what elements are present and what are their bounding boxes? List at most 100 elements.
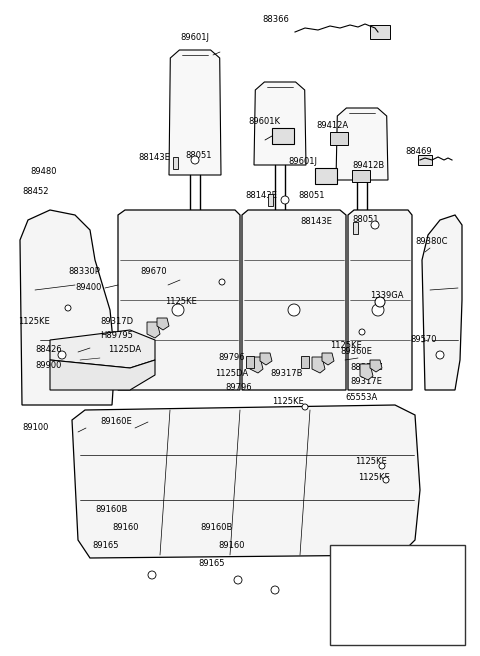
Text: 89412A: 89412A: [316, 121, 348, 129]
Bar: [330, 545, 465, 645]
Polygon shape: [50, 360, 155, 390]
Circle shape: [219, 279, 225, 285]
Text: 89317D: 89317D: [100, 318, 133, 327]
Text: 89360E: 89360E: [340, 348, 372, 356]
Text: 88143E: 88143E: [138, 154, 170, 163]
Text: 89601K: 89601K: [248, 117, 280, 127]
Polygon shape: [20, 210, 115, 405]
Text: 1125KE: 1125KE: [18, 318, 50, 327]
Text: 1125AK: 1125AK: [338, 552, 373, 562]
Text: 89670: 89670: [140, 268, 167, 276]
Bar: [172, 157, 178, 169]
Circle shape: [390, 625, 404, 639]
Text: 1339GA: 1339GA: [370, 291, 404, 300]
Bar: [352, 170, 370, 182]
Text: 1125DA: 1125DA: [215, 369, 248, 377]
Text: 88143E: 88143E: [300, 218, 332, 226]
Text: 89100: 89100: [22, 424, 48, 432]
Text: 88051: 88051: [185, 150, 212, 159]
Text: 89160B: 89160B: [95, 506, 127, 514]
Circle shape: [302, 404, 308, 410]
Text: 88426: 88426: [35, 346, 61, 354]
Text: 88452: 88452: [22, 188, 48, 197]
Circle shape: [234, 576, 242, 584]
Text: 1125KE: 1125KE: [330, 340, 362, 350]
Circle shape: [288, 304, 300, 316]
Circle shape: [191, 156, 199, 164]
Text: 89480: 89480: [30, 167, 57, 176]
Circle shape: [281, 196, 289, 204]
Polygon shape: [312, 357, 326, 373]
Circle shape: [148, 571, 156, 579]
Circle shape: [371, 221, 379, 229]
Polygon shape: [260, 353, 272, 365]
Polygon shape: [336, 108, 388, 180]
Circle shape: [58, 351, 66, 359]
Text: 65553A: 65553A: [345, 392, 377, 401]
Circle shape: [383, 477, 389, 483]
Text: 89601J: 89601J: [180, 33, 209, 43]
Text: 89317B: 89317B: [270, 369, 302, 377]
Text: 88330Z: 88330Z: [350, 363, 383, 373]
Bar: [272, 128, 294, 144]
Text: 89796: 89796: [218, 354, 245, 363]
Text: 89160E: 89160E: [100, 417, 132, 426]
Bar: [315, 168, 337, 184]
Circle shape: [359, 329, 365, 335]
Text: 1125DA: 1125DA: [108, 346, 141, 354]
Text: 89160: 89160: [218, 541, 244, 550]
Polygon shape: [246, 356, 254, 368]
Text: 88051: 88051: [298, 190, 324, 199]
Polygon shape: [157, 318, 169, 330]
Circle shape: [172, 304, 184, 316]
Circle shape: [436, 351, 444, 359]
Circle shape: [379, 463, 385, 469]
Polygon shape: [147, 322, 161, 338]
Text: 89160B: 89160B: [200, 523, 232, 533]
Polygon shape: [169, 50, 221, 175]
Bar: [352, 222, 358, 234]
Text: 89412B: 89412B: [352, 161, 384, 169]
Bar: [370, 25, 390, 39]
Polygon shape: [348, 210, 412, 390]
Polygon shape: [250, 357, 264, 373]
Text: 89601J: 89601J: [288, 157, 317, 167]
Polygon shape: [370, 360, 382, 372]
Circle shape: [271, 586, 279, 594]
Text: 89165: 89165: [92, 541, 119, 550]
Text: 89796: 89796: [225, 384, 252, 392]
Polygon shape: [254, 82, 306, 165]
Bar: [267, 194, 273, 206]
Bar: [418, 155, 432, 165]
Text: 89380C: 89380C: [415, 237, 447, 247]
Text: 88469: 88469: [405, 148, 432, 157]
Polygon shape: [72, 405, 420, 558]
Polygon shape: [422, 215, 462, 390]
Polygon shape: [50, 330, 155, 368]
Text: 88366: 88366: [262, 16, 289, 24]
Circle shape: [372, 304, 384, 316]
Text: 89165: 89165: [198, 558, 225, 567]
Text: 89570: 89570: [410, 335, 436, 344]
Text: H89795: H89795: [100, 331, 133, 340]
Text: 88330P: 88330P: [68, 268, 100, 276]
Text: 89900: 89900: [35, 361, 61, 369]
Polygon shape: [242, 210, 346, 390]
Text: 1125KE: 1125KE: [355, 457, 387, 466]
Text: 88051: 88051: [352, 216, 379, 224]
Text: 1125KE: 1125KE: [165, 298, 197, 306]
Polygon shape: [118, 210, 240, 390]
Text: 89400: 89400: [75, 283, 101, 291]
Circle shape: [375, 297, 385, 307]
Circle shape: [388, 573, 406, 591]
Text: 89160: 89160: [112, 522, 139, 531]
Text: 89317E: 89317E: [350, 377, 382, 386]
Text: 1125KE: 1125KE: [358, 474, 390, 483]
Polygon shape: [322, 353, 334, 365]
Text: 88143E: 88143E: [245, 192, 277, 201]
Text: 1125KE: 1125KE: [272, 398, 304, 407]
Text: 1243KA: 1243KA: [338, 602, 372, 611]
Polygon shape: [360, 364, 374, 380]
Polygon shape: [301, 356, 309, 368]
Bar: [330, 132, 348, 145]
